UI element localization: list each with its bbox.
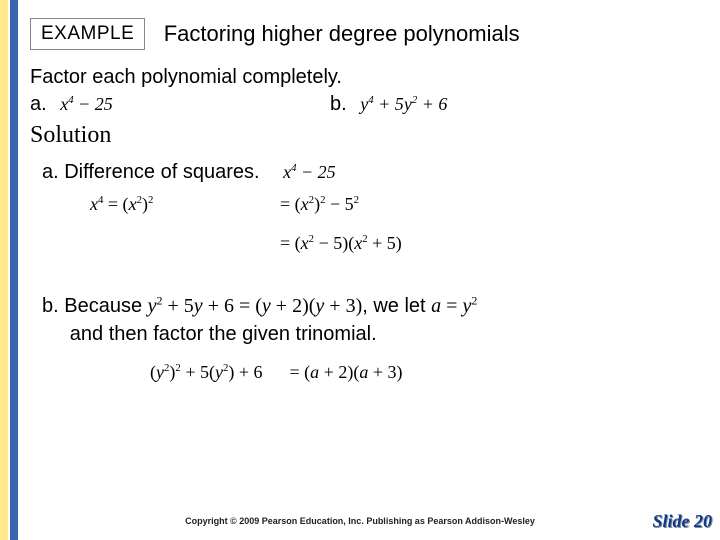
part-a-expr: x4 − 25 (60, 94, 113, 114)
solution-b-text: b. Because y2 + 5y + 6 = (y + 2)(y + 3),… (42, 292, 700, 348)
left-accent-bar (0, 0, 18, 540)
sol-b-t3: and then factor the given trinomial. (70, 323, 377, 345)
eq1-rhs: = (x2)2 − 52 (280, 194, 359, 215)
equation-row-3: (y2)2 + 5(y2) + 6 = (a + 2)(a + 3) (30, 362, 700, 383)
eq2-lhs (30, 233, 280, 254)
solution-a-line: a. Difference of squares. x4 − 25 (42, 161, 700, 184)
slide-title: Factoring higher degree polynomials (164, 21, 520, 47)
example-label: EXAMPLE (30, 18, 145, 50)
sol-b-t2: , we let (362, 295, 431, 317)
equation-row-2: = (x2 − 5)(x2 + 5) (30, 233, 700, 254)
solution-a-right-expr: x4 − 25 (283, 162, 336, 182)
slide-number: Slide 20 (652, 511, 712, 532)
slide-content: EXAMPLE Factoring higher degree polynomi… (30, 18, 700, 383)
eq2-rhs: = (x2 − 5)(x2 + 5) (280, 233, 402, 254)
part-b: b. y4 + 5y2 + 6 (330, 93, 447, 116)
part-b-label: b. (330, 93, 347, 115)
parts-row: a. x4 − 25 b. y4 + 5y2 + 6 (30, 93, 700, 116)
equation-row-1: x4 = (x2)2 = (x2)2 − 52 (30, 194, 700, 215)
part-b-expr: y4 + 5y2 + 6 (360, 94, 447, 114)
sol-b-t1: b. Because (42, 295, 148, 317)
prompt-text: Factor each polynomial completely. (30, 66, 700, 89)
part-a: a. x4 − 25 (30, 93, 330, 116)
eq1-lhs: x4 = (x2)2 (30, 194, 280, 215)
solution-header: Solution (30, 122, 700, 149)
copyright-footer: Copyright © 2009 Pearson Education, Inc.… (0, 516, 720, 526)
header-row: EXAMPLE Factoring higher degree polynomi… (30, 18, 700, 50)
solution-a-label: a. Difference of squares. (42, 161, 260, 183)
part-a-label: a. (30, 93, 47, 115)
